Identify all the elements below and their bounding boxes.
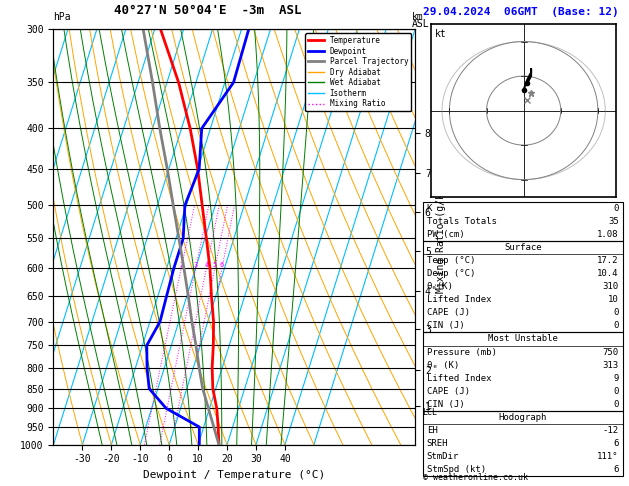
Text: 0: 0	[613, 387, 619, 396]
Text: km: km	[412, 12, 424, 22]
Y-axis label: Mixing Ratio (g/kg): Mixing Ratio (g/kg)	[437, 181, 447, 293]
Text: θₑ (K): θₑ (K)	[426, 361, 459, 370]
Text: CAPE (J): CAPE (J)	[426, 387, 470, 396]
Text: 35: 35	[608, 217, 619, 226]
Text: K: K	[426, 204, 432, 213]
Text: SREH: SREH	[426, 439, 448, 448]
Text: Hodograph: Hodograph	[499, 413, 547, 422]
Text: 0: 0	[613, 321, 619, 330]
Text: 40°27'N 50°04'E  -3m  ASL: 40°27'N 50°04'E -3m ASL	[114, 4, 301, 17]
Text: © weatheronline.co.uk: © weatheronline.co.uk	[423, 473, 528, 482]
Text: 9: 9	[613, 374, 619, 382]
Text: 6: 6	[613, 439, 619, 448]
Text: 0: 0	[613, 308, 619, 317]
Text: StmSpd (kt): StmSpd (kt)	[426, 465, 486, 474]
Text: 111°: 111°	[597, 452, 619, 461]
Text: Lifted Index: Lifted Index	[426, 374, 491, 382]
Text: kt: kt	[435, 30, 447, 39]
Text: 6: 6	[220, 262, 224, 268]
Text: CIN (J): CIN (J)	[426, 321, 464, 330]
Text: 313: 313	[603, 361, 619, 370]
Text: LCL: LCL	[422, 408, 437, 417]
Text: Most Unstable: Most Unstable	[487, 334, 558, 344]
Text: Pressure (mb): Pressure (mb)	[426, 347, 496, 357]
Text: Surface: Surface	[504, 243, 542, 252]
Text: StmDir: StmDir	[426, 452, 459, 461]
Text: 2: 2	[179, 262, 183, 268]
Text: CIN (J): CIN (J)	[426, 400, 464, 409]
Text: EH: EH	[426, 426, 437, 435]
Text: 750: 750	[603, 347, 619, 357]
Text: 0: 0	[613, 204, 619, 213]
Text: 310: 310	[603, 282, 619, 291]
X-axis label: Dewpoint / Temperature (°C): Dewpoint / Temperature (°C)	[143, 470, 325, 480]
Text: 1.08: 1.08	[597, 230, 619, 239]
Text: hPa: hPa	[53, 12, 71, 22]
Text: 3: 3	[194, 262, 198, 268]
Text: -12: -12	[603, 426, 619, 435]
Text: Temp (°C): Temp (°C)	[426, 256, 475, 265]
Text: Dewp (°C): Dewp (°C)	[426, 269, 475, 278]
Text: 10.4: 10.4	[597, 269, 619, 278]
Text: ASL: ASL	[412, 19, 430, 29]
Text: Totals Totals: Totals Totals	[426, 217, 496, 226]
Text: 4: 4	[204, 262, 208, 268]
Text: 29.04.2024  06GMT  (Base: 12): 29.04.2024 06GMT (Base: 12)	[423, 7, 618, 17]
Text: 6: 6	[613, 465, 619, 474]
Text: CAPE (J): CAPE (J)	[426, 308, 470, 317]
Text: θₑ(K): θₑ(K)	[426, 282, 454, 291]
Text: 5: 5	[213, 262, 217, 268]
Text: 0: 0	[613, 400, 619, 409]
Text: Lifted Index: Lifted Index	[426, 295, 491, 304]
Legend: Temperature, Dewpoint, Parcel Trajectory, Dry Adiabat, Wet Adiabat, Isotherm, Mi: Temperature, Dewpoint, Parcel Trajectory…	[305, 33, 411, 111]
Text: 10: 10	[608, 295, 619, 304]
Text: 17.2: 17.2	[597, 256, 619, 265]
Text: PW (cm): PW (cm)	[426, 230, 464, 239]
